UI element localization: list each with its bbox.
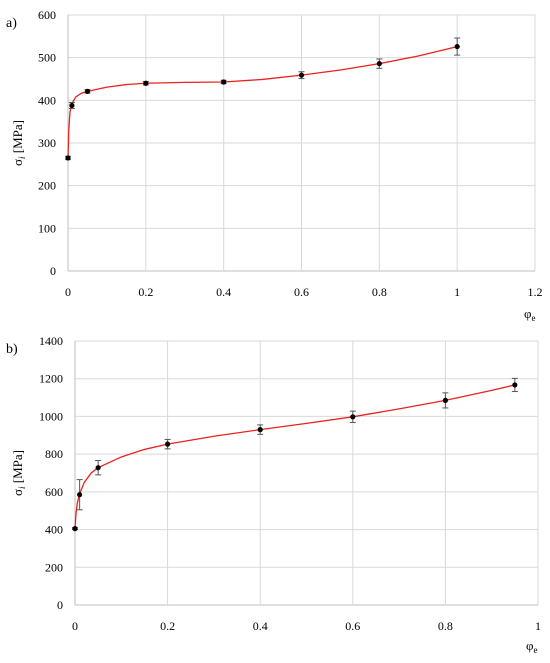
- data-point: [512, 382, 518, 388]
- data-point: [95, 465, 101, 471]
- y-tick-label: 300: [38, 136, 56, 150]
- y-tick-label: 600: [38, 8, 56, 22]
- y-tick-label: 1400: [39, 334, 63, 348]
- data-point: [77, 492, 83, 498]
- panel-label: a): [6, 16, 17, 31]
- y-tick-label: 400: [45, 523, 63, 537]
- data-point: [350, 414, 356, 420]
- x-tick-label: 0.2: [160, 619, 175, 633]
- x-tick-label: 0.4: [253, 619, 268, 633]
- x-tick-label: 1.2: [528, 285, 543, 299]
- y-tick-label: 0: [57, 598, 63, 612]
- x-tick-label: 0.8: [372, 285, 387, 299]
- x-tick-label: 0: [65, 285, 71, 299]
- y-tick-label: 500: [38, 51, 56, 65]
- x-tick-label: 0.6: [294, 285, 309, 299]
- y-tick-label: 0: [50, 264, 56, 278]
- y-axis-label: σi [MPa]: [10, 450, 27, 496]
- x-tick-label: 1: [454, 285, 460, 299]
- y-axis-label: σi [MPa]: [10, 120, 27, 166]
- data-point: [221, 79, 227, 85]
- data-point: [165, 441, 171, 447]
- y-tick-label: 200: [38, 179, 56, 193]
- y-tick-label: 600: [45, 485, 63, 499]
- y-tick-label: 1000: [39, 409, 63, 423]
- x-axis-label: φe: [524, 306, 536, 323]
- panel-label: b): [6, 342, 18, 357]
- data-point: [257, 427, 263, 433]
- x-tick-label: 1: [535, 619, 541, 633]
- data-point: [454, 43, 460, 50]
- x-tick-label: 0.6: [345, 619, 360, 633]
- fit-curve: [67, 45, 458, 158]
- y-tick-label: 1200: [39, 372, 63, 386]
- chart-panel-0: 0 100 200 300 400 500 600 0 0.2 0.4 0.6 0.8 1 1.2 a) φe…: [6, 8, 543, 323]
- data-point: [298, 72, 305, 78]
- x-tick-label: 0.8: [438, 619, 453, 633]
- x-tick-label: 0.4: [216, 285, 231, 299]
- x-tick-label: 0.2: [138, 285, 153, 299]
- data-point: [65, 155, 71, 161]
- chart-panel-1: 0 200 400 600 800 1000 1200 1400 0 0.2 0.4 0.6 0.8 1 b…: [6, 334, 541, 655]
- data-point: [69, 102, 75, 109]
- data-point: [376, 61, 382, 67]
- data-point: [143, 80, 149, 86]
- fit-curve: [74, 384, 515, 529]
- x-axis-label: φe: [526, 638, 538, 655]
- x-tick-label: 0: [72, 619, 78, 633]
- data-point: [84, 88, 91, 94]
- y-tick-label: 400: [38, 93, 56, 107]
- y-tick-label: 200: [45, 560, 63, 574]
- y-tick-label: 800: [45, 447, 63, 461]
- y-tick-label: 100: [38, 221, 56, 235]
- data-point: [442, 397, 448, 403]
- data-point: [72, 526, 78, 532]
